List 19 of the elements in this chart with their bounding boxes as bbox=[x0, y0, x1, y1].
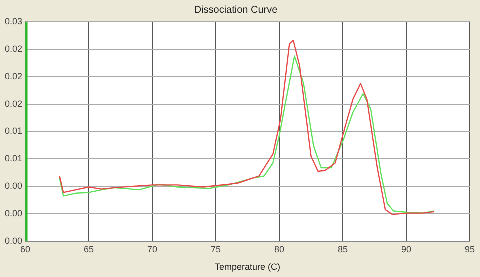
y-tick-label: 0.02 bbox=[4, 98, 23, 109]
x-tick-label: 90 bbox=[401, 244, 412, 254]
x-tick-label: 95 bbox=[464, 244, 476, 254]
x-axis-title: Temperature (C) bbox=[214, 262, 281, 272]
y-tick-label: 0.01 bbox=[4, 154, 23, 164]
y-tick-label: 0.02 bbox=[4, 44, 23, 54]
x-tick-label: 70 bbox=[148, 244, 158, 254]
y-tick-label: 0.01 bbox=[4, 126, 23, 136]
x-tick-label: 85 bbox=[338, 244, 348, 254]
x-tick-label: 65 bbox=[84, 244, 94, 254]
x-tick-label: 80 bbox=[274, 244, 285, 254]
y-tick-label: 0.00 bbox=[4, 236, 23, 246]
y-tick-label: 0.00 bbox=[4, 181, 23, 192]
y-tick-label: 0.00 bbox=[4, 208, 23, 218]
x-tick-label: 60 bbox=[20, 244, 31, 254]
y-tick-label: 0.03 bbox=[4, 16, 23, 26]
chart-title: Dissociation Curve bbox=[194, 4, 278, 16]
x-tick-label: 75 bbox=[211, 244, 222, 254]
y-tick-label: 0.02 bbox=[4, 71, 23, 82]
